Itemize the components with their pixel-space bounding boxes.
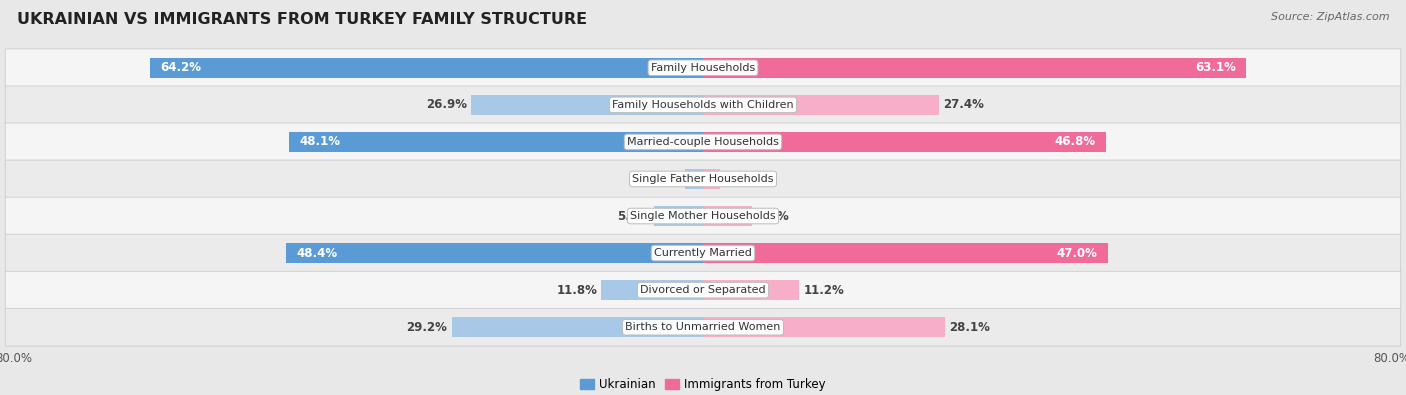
Text: 48.4%: 48.4% (297, 246, 337, 260)
Text: 46.8%: 46.8% (1054, 135, 1095, 149)
Bar (703, 317, 945, 337)
Legend: Ukrainian, Immigrants from Turkey: Ukrainian, Immigrants from Turkey (575, 373, 831, 395)
Bar (685, 169, 703, 189)
Text: 26.9%: 26.9% (426, 98, 467, 111)
Bar (703, 206, 752, 226)
Text: 5.7%: 5.7% (617, 209, 650, 222)
Text: UKRAINIAN VS IMMIGRANTS FROM TURKEY FAMILY STRUCTURE: UKRAINIAN VS IMMIGRANTS FROM TURKEY FAMI… (17, 12, 586, 27)
Text: 29.2%: 29.2% (406, 321, 447, 334)
FancyBboxPatch shape (6, 49, 1400, 87)
Bar (703, 132, 1107, 152)
FancyBboxPatch shape (6, 86, 1400, 124)
Text: Divorced or Separated: Divorced or Separated (640, 285, 766, 295)
Bar (287, 243, 703, 263)
Bar (451, 317, 703, 337)
Text: 28.1%: 28.1% (949, 321, 990, 334)
Text: Single Father Households: Single Father Households (633, 174, 773, 184)
Text: 27.4%: 27.4% (943, 98, 984, 111)
FancyBboxPatch shape (6, 123, 1400, 161)
Bar (703, 280, 800, 300)
Bar (654, 206, 703, 226)
Text: 2.1%: 2.1% (648, 173, 681, 186)
Bar (602, 280, 703, 300)
Text: 2.0%: 2.0% (724, 173, 758, 186)
Text: Births to Unmarried Women: Births to Unmarried Women (626, 322, 780, 332)
Text: Source: ZipAtlas.com: Source: ZipAtlas.com (1271, 12, 1389, 22)
Text: Married-couple Households: Married-couple Households (627, 137, 779, 147)
Bar (471, 95, 703, 115)
Text: 47.0%: 47.0% (1056, 246, 1098, 260)
Text: Family Households: Family Households (651, 63, 755, 73)
Text: 48.1%: 48.1% (299, 135, 340, 149)
Bar (703, 243, 1108, 263)
FancyBboxPatch shape (6, 271, 1400, 309)
Text: Family Households with Children: Family Households with Children (612, 100, 794, 110)
Bar (288, 132, 703, 152)
FancyBboxPatch shape (6, 308, 1400, 346)
Text: Currently Married: Currently Married (654, 248, 752, 258)
FancyBboxPatch shape (6, 160, 1400, 198)
Text: 11.8%: 11.8% (557, 284, 598, 297)
Text: 11.2%: 11.2% (804, 284, 845, 297)
Text: 63.1%: 63.1% (1195, 61, 1236, 74)
Text: Single Mother Households: Single Mother Households (630, 211, 776, 221)
Text: 5.7%: 5.7% (756, 209, 789, 222)
Bar (703, 58, 1246, 78)
Bar (703, 169, 720, 189)
Text: 64.2%: 64.2% (160, 61, 201, 74)
Bar (150, 58, 703, 78)
FancyBboxPatch shape (6, 197, 1400, 235)
Bar (703, 95, 939, 115)
FancyBboxPatch shape (6, 234, 1400, 272)
